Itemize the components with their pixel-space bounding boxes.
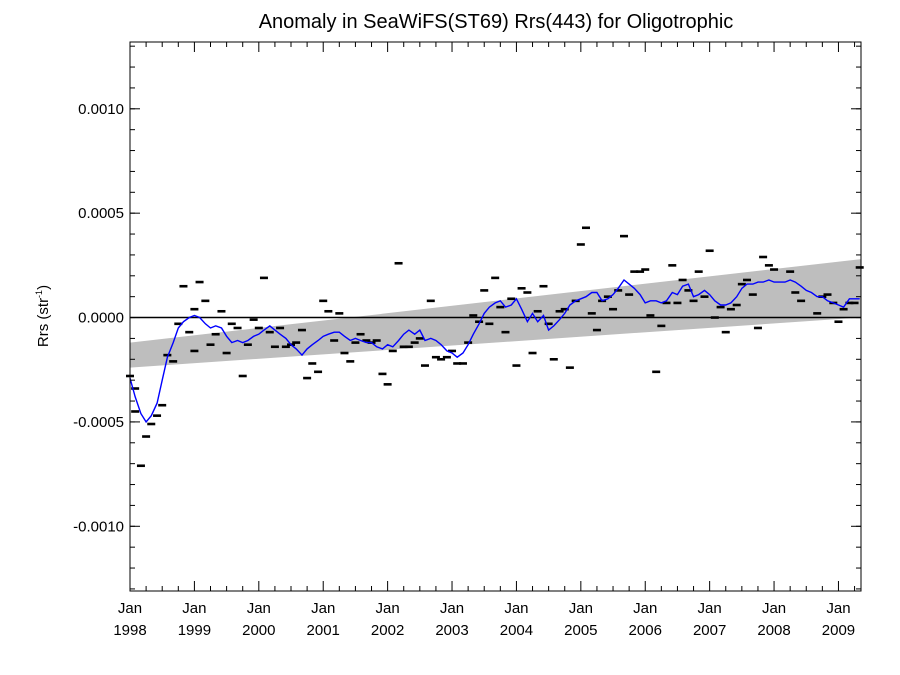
- x-tick-label-year: 2005: [564, 622, 597, 639]
- y-tick-label: -0.0005: [73, 414, 124, 431]
- x-tick-label-year: 2004: [500, 622, 533, 639]
- y-axis-label-superscript: -1: [34, 290, 44, 298]
- plot-frame: [129, 41, 862, 592]
- axes-layer: 0.0010 0.0005 0.0000 -0.0005 -0.0010 Jan 1998 J…: [73, 41, 862, 639]
- x-tick-label-year: 2002: [371, 622, 404, 639]
- x-tick-label-year: 2007: [693, 622, 726, 639]
- x-tick-label-year: 2001: [307, 622, 340, 639]
- x-tick-label-year: 2008: [757, 622, 790, 639]
- x-tick-label-month: Jan: [247, 600, 271, 617]
- x-tick-label-month: Jan: [376, 600, 400, 617]
- running-mean-line: [129, 278, 860, 424]
- x-tick-label-month: Jan: [633, 600, 657, 617]
- y-tick-label: 0.0010: [78, 101, 124, 118]
- series-layer: [129, 278, 860, 424]
- x-tick-label-month: Jan: [504, 600, 528, 617]
- trend-band: [130, 259, 861, 368]
- x-tick-label-year: 2006: [629, 622, 662, 639]
- x-tick-label-year: 1998: [113, 622, 146, 639]
- trend-band-layer: [130, 259, 861, 368]
- x-tick-label-month: Jan: [440, 600, 464, 617]
- x-tick-label-month: Jan: [118, 600, 142, 617]
- x-tick-label-month: Jan: [569, 600, 593, 617]
- monthly-points-layer: [126, 226, 864, 468]
- x-tick-label-month: Jan: [826, 600, 850, 617]
- y-tick-label: -0.0010: [73, 518, 124, 535]
- x-tick-label-year: 1999: [178, 622, 211, 639]
- x-tick-label-year: 2003: [435, 622, 468, 639]
- x-tick-label-month: Jan: [762, 600, 786, 617]
- y-axis-label-tail: ): [35, 285, 52, 290]
- x-tick-label-month: Jan: [311, 600, 335, 617]
- y-tick-label: 0.0005: [78, 205, 124, 222]
- x-tick-label-year: 2009: [822, 622, 855, 639]
- x-tick-label-month: Jan: [182, 600, 206, 617]
- x-tick-label-month: Jan: [698, 600, 722, 617]
- y-axis-label-main: Rrs (str: [35, 298, 52, 347]
- chart-title: Anomaly in SeaWiFS(ST69) Rrs(443) for Ol…: [259, 11, 734, 33]
- x-tick-label-year: 2000: [242, 622, 275, 639]
- y-tick-label: 0.0000: [78, 310, 124, 327]
- y-axis-label: Rrs (str-1): [34, 285, 52, 347]
